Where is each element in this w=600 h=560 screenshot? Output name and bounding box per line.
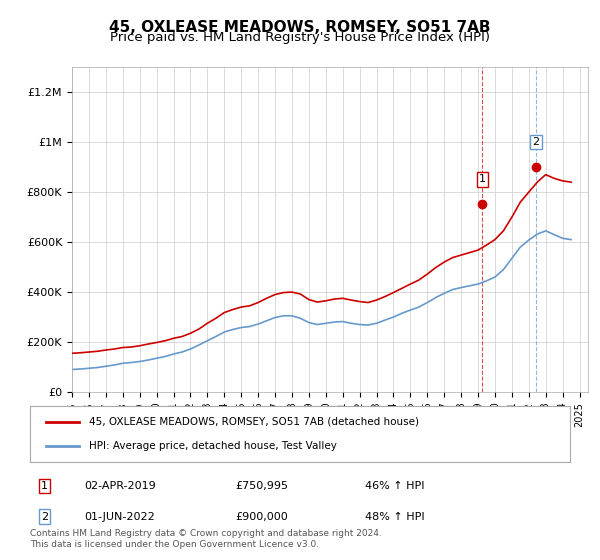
Text: 45, OXLEASE MEADOWS, ROMSEY, SO51 7AB (detached house): 45, OXLEASE MEADOWS, ROMSEY, SO51 7AB (d… (89, 417, 419, 427)
Text: 45, OXLEASE MEADOWS, ROMSEY, SO51 7AB: 45, OXLEASE MEADOWS, ROMSEY, SO51 7AB (109, 20, 491, 35)
Text: 48% ↑ HPI: 48% ↑ HPI (365, 512, 424, 521)
Text: £750,995: £750,995 (235, 481, 288, 491)
Text: Price paid vs. HM Land Registry's House Price Index (HPI): Price paid vs. HM Land Registry's House … (110, 31, 490, 44)
Text: 02-APR-2019: 02-APR-2019 (84, 481, 156, 491)
Text: Contains HM Land Registry data © Crown copyright and database right 2024.
This d: Contains HM Land Registry data © Crown c… (30, 529, 382, 549)
Text: 46% ↑ HPI: 46% ↑ HPI (365, 481, 424, 491)
Text: 2: 2 (41, 512, 48, 521)
Text: 01-JUN-2022: 01-JUN-2022 (84, 512, 155, 521)
Text: 1: 1 (479, 174, 486, 184)
Text: HPI: Average price, detached house, Test Valley: HPI: Average price, detached house, Test… (89, 441, 337, 451)
Text: £900,000: £900,000 (235, 512, 288, 521)
Text: 1: 1 (41, 481, 48, 491)
Text: 2: 2 (532, 137, 539, 147)
